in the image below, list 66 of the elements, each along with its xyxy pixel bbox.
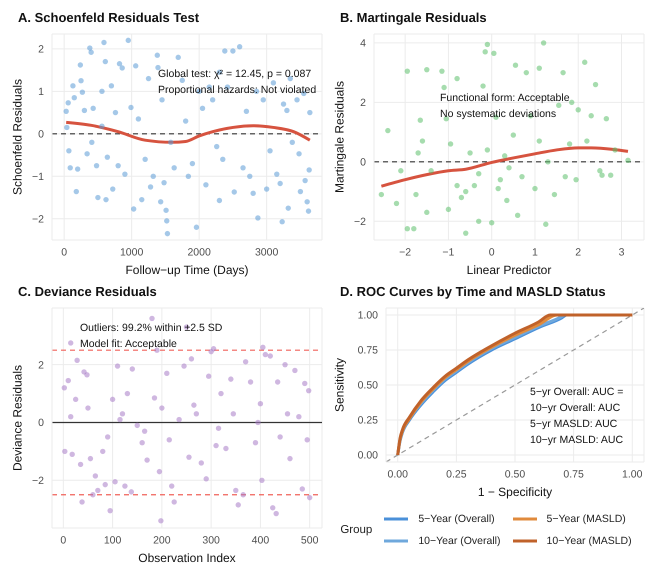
chart-title: A. Schoenfeld Residuals Test [17, 9, 200, 27]
annotation: 10−yr MASLD: AUC [530, 434, 624, 446]
legend-label: 5−Year (MASLD) [546, 513, 626, 525]
legend-label: 10−Year (MASLD) [546, 535, 632, 547]
annotation: 5−yr Overall: AUC = [530, 386, 624, 398]
x-tick-label: 100 [104, 534, 122, 546]
x-tick-label: 200 [153, 534, 171, 546]
x-tick-label: 0.00 [388, 468, 408, 480]
y-tick-label: 0.25 [358, 414, 378, 427]
x-tick-label: −2 [399, 246, 412, 258]
y-tick-label: 0.00 [358, 450, 378, 462]
annotation: Outliers: 99.2% within ±2.5 SD [80, 322, 222, 334]
y-axis-title: Deviance Residuals [10, 364, 24, 472]
x-tick-label: 3000 [254, 246, 278, 258]
chart-title: B. Martingale Residuals [339, 9, 488, 27]
x-tick-label: −1 [442, 246, 455, 258]
y-tick-label: 0.50 [358, 380, 378, 392]
x-tick-label: 0.75 [563, 468, 584, 480]
x-tick-label: 0 [60, 534, 66, 546]
x-axis-title: Observation Index [138, 551, 236, 565]
x-tick-label: 0.25 [446, 468, 467, 480]
x-tick-label: 0.50 [504, 468, 526, 480]
annotation: No systematic deviations [440, 108, 556, 120]
annotation: Model fit: Acceptable [80, 338, 177, 350]
y-tick-label: 2 [360, 97, 366, 110]
x-tick-label: 0 [488, 246, 495, 258]
legend-title: Group [340, 524, 372, 536]
y-tick-label: 1.00 [358, 310, 378, 322]
y-tick-label: −2 [354, 216, 366, 228]
x-tick-label: 1.00 [622, 468, 643, 480]
y-axis-title: Martingale Residuals [332, 80, 346, 194]
x-tick-label: 500 [300, 534, 319, 546]
x-tick-label: 3 [618, 246, 625, 258]
x-tick-label: 1 [532, 246, 538, 258]
x-axis-title: Linear Predictor [466, 263, 552, 277]
line-series [380, 146, 630, 188]
y-tick-label: 0 [38, 128, 44, 141]
chart-title: D. ROC Curves by Time and MASLD Status [339, 283, 607, 301]
x-tick-label: 0 [61, 246, 68, 258]
line-series [64, 120, 312, 144]
legend-label: 10−Year (Overall) [418, 535, 501, 547]
chart-title: C. Deviance Residuals [17, 283, 158, 301]
y-tick-label: 2 [38, 44, 44, 56]
annotation: Proportional hazards: Not violated [158, 84, 316, 96]
legend-label: 5−Year (Overall) [418, 513, 495, 525]
y-tick-label: 0.75 [358, 344, 378, 357]
y-axis-title: Schoenfeld Residuals [10, 78, 24, 196]
y-tick-label: 0 [38, 417, 44, 430]
y-tick-label: −1 [32, 171, 44, 184]
y-axis-title: Sensitivity [332, 358, 346, 412]
x-tick-label: 1000 [120, 246, 144, 258]
x-tick-label: 300 [202, 534, 220, 546]
x-tick-label: 400 [252, 534, 270, 546]
y-tick-label: 2 [38, 359, 44, 372]
x-axis-title: Follow−up Time (Days) [125, 263, 249, 277]
x-tick-label: 2 [575, 246, 582, 258]
annotation: Functional form: Acceptable [440, 92, 570, 104]
y-tick-label: −2 [32, 213, 44, 226]
annotation: Global test: χ² = 12.45, p = 0.087 [158, 68, 312, 80]
annotation: 10−yr Overall: AUC [530, 402, 620, 414]
annotation: 5−yr MASLD: AUC [530, 418, 618, 430]
y-tick-label: 4 [360, 38, 366, 50]
y-tick-label: 0 [360, 156, 366, 169]
y-tick-label: 1 [38, 86, 44, 98]
x-tick-label: 2000 [187, 246, 211, 258]
x-axis-title: 1 − Specificity [478, 485, 552, 499]
